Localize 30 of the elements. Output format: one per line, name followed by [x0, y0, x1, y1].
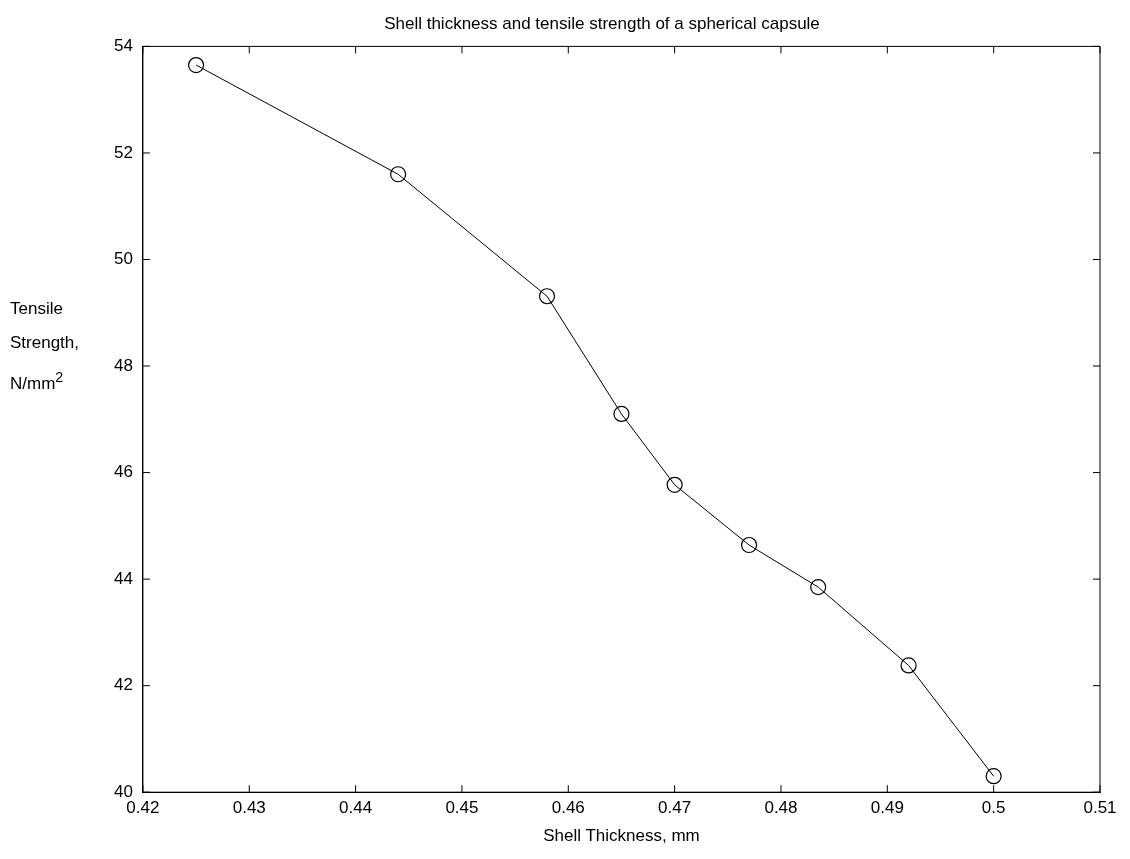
y-tick-label: 52: [113, 142, 133, 162]
x-tick-label: 0.48: [764, 798, 798, 818]
point: [187, 56, 205, 74]
x-tick-label: 0.47: [658, 798, 692, 818]
x-tick-label: 0.45: [445, 798, 479, 818]
y-tick-label: 54: [113, 36, 133, 56]
x-tick-label: 0.43: [232, 798, 266, 818]
text: Tensile Strength, N/mm$^{2}$: [10, 299, 79, 393]
y-tick-label: 44: [113, 568, 133, 588]
point: [666, 476, 683, 493]
point: [538, 288, 556, 305]
point: [390, 166, 407, 183]
y-tick-label: 42: [113, 675, 133, 695]
x-tick-label: 0.5: [981, 798, 1006, 818]
y-tick-label: 48: [113, 355, 133, 375]
point: [613, 405, 630, 423]
x-tick-label: 0.44: [339, 798, 373, 818]
x-tick-label: 0.49: [870, 798, 904, 818]
x-tick-label: 0.51: [1083, 798, 1117, 818]
chart-title: Shell thickness and tensile strength of a spherical capsule: [384, 13, 820, 33]
x-axis-title: Shell Thickness, mm: [543, 826, 700, 846]
point: [900, 657, 917, 674]
y-tick-label: 46: [113, 462, 133, 482]
x-tick-label: 0.42: [126, 798, 160, 818]
point: [985, 768, 1002, 785]
x-tick-label: 0.46: [551, 798, 585, 818]
y-tick-label: 40: [113, 781, 133, 801]
point: [810, 579, 827, 596]
point: [740, 536, 758, 554]
y-tick-label: 50: [113, 249, 133, 269]
